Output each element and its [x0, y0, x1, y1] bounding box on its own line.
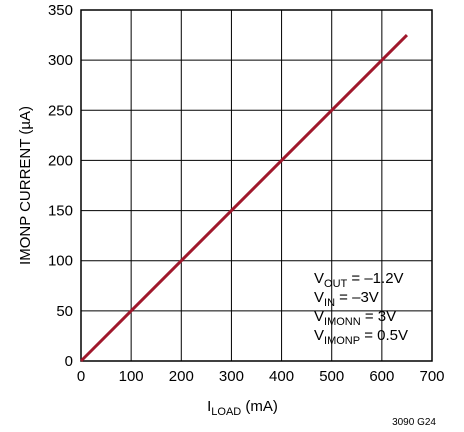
condition-line: VOUT = –1.2V — [314, 270, 404, 290]
x-tick-labels: 0 100 200 300 400 500 600 700 — [77, 368, 445, 385]
condition-line: VIMONP = 0.5V — [314, 327, 408, 347]
x-tick-label: 600 — [369, 368, 394, 385]
x-tick-label: 700 — [419, 368, 444, 385]
grid — [81, 10, 432, 361]
condition-subscript: IMONP — [324, 335, 360, 347]
condition-line: VIN = –3V — [314, 289, 379, 309]
x-tick-label: 0 — [77, 368, 85, 385]
y-tick-label: 200 — [48, 152, 73, 169]
figure-id: 3090 G24 — [392, 417, 436, 428]
condition-value: = 3V — [361, 308, 396, 325]
x-axis-label-unit: (mA) — [241, 398, 278, 415]
y-tick-label: 100 — [48, 253, 73, 270]
condition-subscript: IMONN — [324, 316, 361, 328]
x-tick-label: 200 — [169, 368, 194, 385]
series-line — [79, 34, 408, 363]
condition-symbol: V — [314, 289, 324, 306]
condition-value: = –1.2V — [347, 270, 403, 287]
x-tick-label: 400 — [269, 368, 294, 385]
x-axis-label-main: I — [207, 398, 211, 415]
x-tick-label: 500 — [319, 368, 344, 385]
condition-subscript: IN — [324, 297, 335, 309]
y-tick-label: 300 — [48, 52, 73, 69]
condition-symbol: V — [314, 327, 324, 344]
condition-subscript: OUT — [324, 278, 348, 290]
y-tick-label: 150 — [48, 203, 73, 220]
condition-value: = –3V — [335, 289, 379, 306]
x-axis-label: ILOAD (mA) — [207, 398, 278, 418]
condition-line: VIMONN = 3V — [314, 308, 396, 328]
y-tick-label: 250 — [48, 102, 73, 119]
y-tick-label: 350 — [48, 2, 73, 19]
y-axis-label: IMONP CURRENT (µA) — [17, 106, 34, 265]
y-tick-labels: 0 50 100 150 200 250 300 350 — [48, 2, 73, 370]
condition-value: = 0.5V — [360, 327, 408, 344]
series-layer — [79, 34, 408, 363]
condition-symbol: V — [314, 308, 324, 325]
y-tick-label: 0 — [65, 353, 73, 370]
x-tick-label: 300 — [219, 368, 244, 385]
y-tick-label: 50 — [56, 303, 73, 320]
condition-symbol: V — [314, 270, 324, 287]
x-tick-label: 100 — [119, 368, 144, 385]
plot-frame — [80, 9, 433, 362]
x-axis-label-subscript: LOAD — [211, 406, 241, 418]
